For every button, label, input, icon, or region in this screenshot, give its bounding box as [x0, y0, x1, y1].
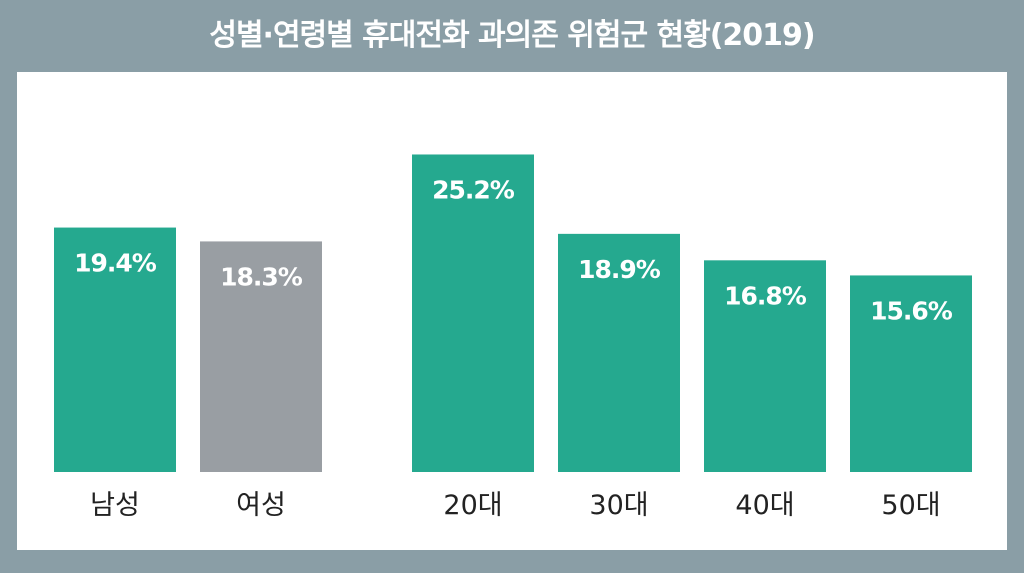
data-label-40대: 16.8%: [724, 281, 807, 310]
category-label-20대: 20대: [443, 490, 502, 521]
bar-남성: [54, 227, 176, 472]
data-label-여성: 18.3%: [220, 262, 303, 291]
category-label-50대: 50대: [881, 490, 940, 521]
bar-20대: [412, 154, 534, 473]
category-label-여성: 여성: [236, 490, 286, 521]
bar-50대: [850, 275, 972, 472]
chart-title: 성별·연령별 휴대전화 과의존 위험군 현황(2019): [209, 18, 815, 53]
data-label-20대: 25.2%: [432, 175, 515, 204]
data-label-30대: 18.9%: [578, 255, 661, 284]
bar-40대: [704, 260, 826, 472]
bar-여성: [200, 241, 322, 472]
data-label-50대: 15.6%: [870, 296, 953, 325]
category-label-40대: 40대: [735, 490, 794, 521]
category-label-30대: 30대: [589, 490, 648, 521]
data-label-남성: 19.4%: [74, 249, 157, 278]
bar-30대: [558, 233, 680, 472]
category-label-남성: 남성: [90, 490, 140, 521]
